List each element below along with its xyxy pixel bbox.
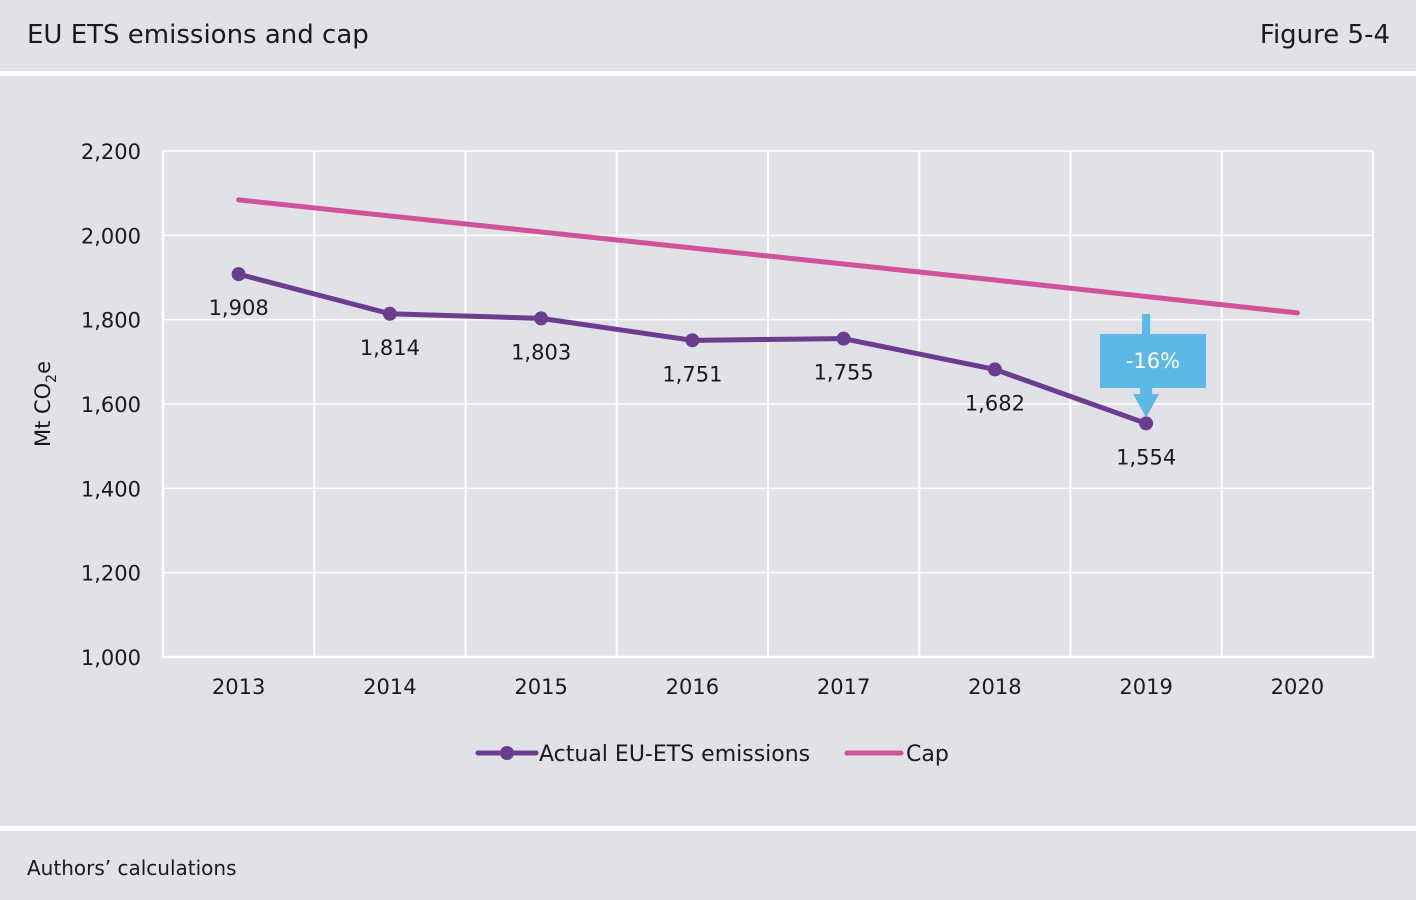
- x-tick-label: 2014: [363, 675, 416, 699]
- y-tick-label: 2,000: [81, 224, 141, 248]
- y-tick-label: 1,600: [81, 393, 141, 417]
- actual-emissions-marker: [685, 333, 700, 348]
- actual-emissions-marker: [231, 267, 246, 282]
- data-label: 1,554: [1116, 445, 1176, 469]
- divider-top: [0, 71, 1416, 76]
- data-label: 1,803: [511, 340, 571, 364]
- y-tick-label: 1,400: [81, 477, 141, 501]
- data-label: 1,908: [209, 296, 269, 320]
- x-tick-label: 2017: [817, 675, 870, 699]
- data-label: 1,751: [662, 362, 722, 386]
- header: EU ETS emissions and cap Figure 5-4: [0, 0, 1416, 72]
- actual-emissions-marker: [382, 306, 397, 321]
- x-tick-label: 2019: [1119, 675, 1172, 699]
- x-tick-label: 2020: [1271, 675, 1324, 699]
- source-note: Authors’ calculations: [27, 856, 237, 880]
- y-axis-label: Mt CO2e: [31, 361, 60, 447]
- actual-emissions-marker: [987, 362, 1002, 377]
- y-tick-label: 1,200: [81, 562, 141, 586]
- annotation-stem-bottom: [1140, 388, 1153, 394]
- figure-label: Figure 5-4: [1259, 20, 1390, 50]
- annotation-arrow: [1133, 394, 1160, 418]
- actual-emissions-marker: [1139, 416, 1154, 431]
- actual-emissions-marker: [836, 331, 851, 346]
- x-tick-label: 2015: [514, 675, 567, 699]
- page-title: EU ETS emissions and cap: [27, 20, 369, 50]
- annotation-box: [1100, 334, 1206, 388]
- actual-emissions-marker: [534, 311, 549, 326]
- data-label: 1,682: [965, 391, 1025, 415]
- x-tick-label: 2013: [212, 675, 265, 699]
- annotation-label: -16%: [1126, 349, 1180, 373]
- line-chart: 1,000 1,200 1,400 1,600 1,800 2,000 2,200 2013 2…: [31, 140, 1374, 767]
- chart-area: 1,000 1,200 1,400 1,600 1,800 2,000 2,200 2013 2…: [0, 76, 1416, 826]
- legend-actual-marker: [500, 746, 514, 760]
- y-tick-label: 1,800: [81, 309, 141, 333]
- x-tick-label: 2018: [968, 675, 1021, 699]
- data-label: 1,755: [814, 361, 874, 385]
- y-tick-label: 1,000: [81, 646, 141, 670]
- data-label: 1,814: [360, 336, 420, 360]
- divider-bottom: [0, 826, 1416, 831]
- cap-line: [236, 197, 1300, 316]
- x-tick-label: 2016: [666, 675, 719, 699]
- y-tick-label: 2,200: [81, 140, 141, 164]
- legend-actual-label: Actual EU-ETS emissions: [539, 742, 810, 767]
- legend-cap-label: Cap: [906, 742, 949, 767]
- annotation-stem-top: [1142, 314, 1151, 336]
